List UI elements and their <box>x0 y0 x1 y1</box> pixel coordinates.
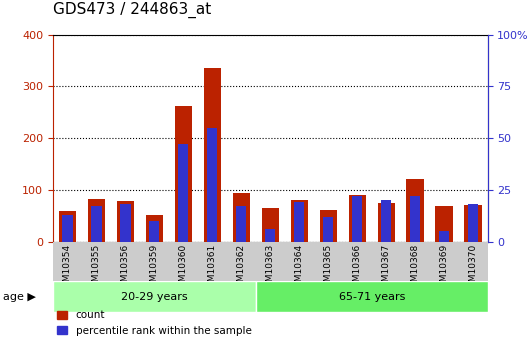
Bar <box>91 206 102 242</box>
Bar <box>178 144 189 242</box>
Bar <box>88 199 105 242</box>
Text: 65-71 years: 65-71 years <box>339 292 405 302</box>
Bar <box>120 204 130 241</box>
Bar <box>233 193 250 242</box>
Bar <box>464 205 482 241</box>
Bar <box>323 217 333 241</box>
Text: GSM10359: GSM10359 <box>150 244 159 293</box>
Text: GSM10365: GSM10365 <box>324 244 333 293</box>
Bar <box>410 196 420 241</box>
Text: GSM10366: GSM10366 <box>353 244 361 293</box>
Text: GSM10364: GSM10364 <box>295 244 304 293</box>
Bar <box>59 211 76 241</box>
Bar <box>377 203 395 241</box>
Text: GSM10356: GSM10356 <box>121 244 130 293</box>
Bar <box>381 200 391 242</box>
Bar <box>436 206 453 242</box>
Bar <box>349 195 366 242</box>
Text: GSM10355: GSM10355 <box>92 244 101 293</box>
Bar <box>149 221 160 242</box>
Legend: count, percentile rank within the sample: count, percentile rank within the sample <box>53 306 256 340</box>
Text: GSM10354: GSM10354 <box>63 244 72 293</box>
Text: GSM10368: GSM10368 <box>411 244 420 293</box>
Bar <box>352 196 363 241</box>
Text: GDS473 / 244863_at: GDS473 / 244863_at <box>53 2 211 18</box>
Bar <box>146 215 163 242</box>
Bar <box>468 204 478 241</box>
Text: GSM10360: GSM10360 <box>179 244 188 293</box>
Text: GSM10369: GSM10369 <box>440 244 448 293</box>
Text: 20-29 years: 20-29 years <box>121 292 188 302</box>
Bar <box>207 128 217 241</box>
Bar <box>175 106 192 241</box>
Bar <box>256 281 488 312</box>
Text: GSM10370: GSM10370 <box>469 244 478 293</box>
Text: GSM10361: GSM10361 <box>208 244 217 293</box>
Bar <box>63 215 73 242</box>
Bar <box>262 208 279 242</box>
Text: GSM10363: GSM10363 <box>266 244 275 293</box>
Text: GSM10362: GSM10362 <box>237 244 246 293</box>
Text: age ▶: age ▶ <box>3 292 36 302</box>
Bar <box>236 206 246 242</box>
Bar <box>294 202 304 242</box>
Bar <box>290 200 308 242</box>
Bar <box>265 229 276 242</box>
Bar <box>117 201 134 242</box>
Bar <box>53 281 256 312</box>
Bar <box>204 68 221 242</box>
Text: GSM10367: GSM10367 <box>382 244 391 293</box>
Bar <box>407 179 424 242</box>
Bar <box>320 210 337 241</box>
Bar <box>439 231 449 241</box>
